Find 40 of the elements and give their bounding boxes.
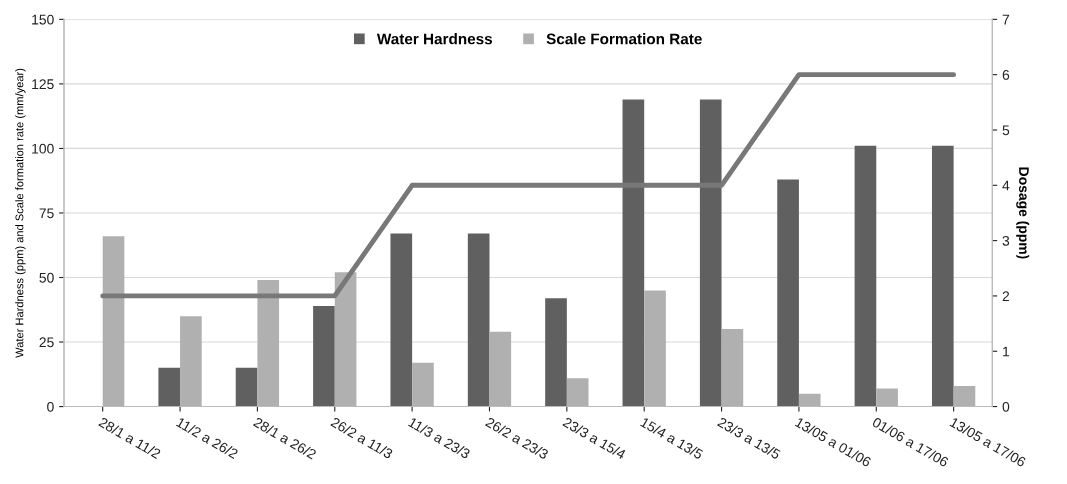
legend-label: Water Hardness bbox=[376, 33, 493, 45]
bar bbox=[545, 298, 567, 407]
y2-tick-label: 7 bbox=[1002, 14, 1010, 25]
x-tick-label: 11/3 a 23/3 bbox=[407, 416, 471, 460]
bar bbox=[777, 179, 799, 407]
y-tick-label: 100 bbox=[32, 143, 54, 154]
x-tick-label: 13/05 a 01/06 bbox=[794, 416, 872, 468]
bar bbox=[158, 367, 181, 407]
x-tick-label: 28/1 a 26/2 bbox=[252, 416, 317, 460]
y-tick-label: 125 bbox=[32, 79, 54, 90]
y2-axis-title: Dosage (ppm) bbox=[1016, 167, 1030, 259]
bar bbox=[931, 145, 954, 407]
x-tick-label: 28/1 a 11/2 bbox=[98, 416, 162, 460]
x-tick-label: 11/2 a 26/2 bbox=[175, 416, 239, 460]
y2-tick-label: 3 bbox=[1002, 235, 1010, 246]
x-tick-label: 26/2 a 11/3 bbox=[330, 416, 394, 460]
legend-label: Scale Formation Rate bbox=[546, 33, 702, 45]
x-tick-label: 26/2 a 23/3 bbox=[484, 416, 550, 460]
y-tick-label: 25 bbox=[39, 337, 54, 348]
bar bbox=[854, 145, 877, 407]
bar bbox=[235, 367, 258, 407]
y2-tick-label: 0 bbox=[1002, 401, 1010, 412]
y2-tick-label: 1 bbox=[1003, 346, 1010, 357]
bar bbox=[313, 305, 335, 407]
y-tick-label: 150 bbox=[32, 14, 54, 25]
y2-tick-label: 2 bbox=[1002, 291, 1010, 301]
x-tick-label: 23/3 a 15/4 bbox=[562, 416, 627, 460]
bar bbox=[699, 99, 722, 407]
x-tick-label: 23/3 a 13/5 bbox=[717, 416, 782, 460]
y-tick-label: 75 bbox=[39, 208, 54, 219]
y2-tick-label: 5 bbox=[1002, 125, 1010, 136]
bar bbox=[622, 99, 645, 407]
y-axis-title: Water Hardness (ppm) and Scale formation rate (mm/year) bbox=[15, 68, 26, 358]
bar bbox=[467, 233, 490, 407]
y-tick-label: 0 bbox=[47, 401, 54, 412]
y2-tick-label: 6 bbox=[1002, 70, 1010, 80]
x-tick-label: 15/4 a 13/5 bbox=[640, 416, 704, 460]
y2-tick-label: 4 bbox=[1002, 180, 1010, 191]
y-tick-label: 50 bbox=[39, 272, 54, 283]
bar bbox=[390, 233, 413, 407]
